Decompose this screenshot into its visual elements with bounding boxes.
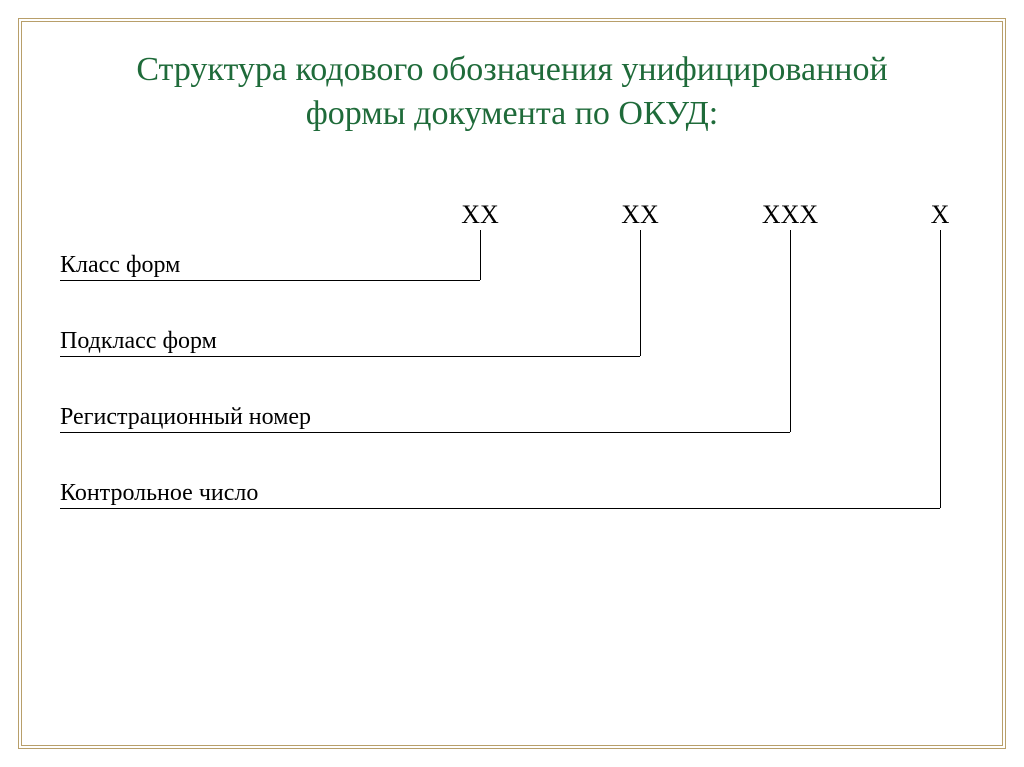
- row-label-regnum: Регистрационный номер: [60, 404, 311, 431]
- row-line-subclass: [60, 356, 640, 357]
- row-vline-class: [480, 230, 481, 280]
- slide-title: Структура кодового обозначения унифициро…: [40, 48, 984, 136]
- title-line-2: формы документа по ОКУД:: [306, 95, 718, 132]
- row-vline-regnum: [790, 230, 791, 432]
- okud-structure-diagram: XX XX XXX X Класс форм Подкласс форм Рег…: [50, 180, 974, 700]
- row-line-check: [60, 508, 940, 509]
- row-vline-check: [940, 230, 941, 508]
- code-group-regnum: XXX: [755, 200, 825, 230]
- title-line-1: Структура кодового обозначения унифициро…: [136, 51, 887, 88]
- code-group-subclass: XX: [615, 200, 665, 230]
- row-line-regnum: [60, 432, 790, 433]
- row-vline-subclass: [640, 230, 641, 356]
- row-label-check: Контрольное число: [60, 480, 258, 507]
- row-line-class: [60, 280, 480, 281]
- code-group-check: X: [928, 200, 952, 230]
- row-label-subclass: Подкласс форм: [60, 328, 217, 355]
- code-group-class: XX: [455, 200, 505, 230]
- row-label-class: Класс форм: [60, 252, 180, 279]
